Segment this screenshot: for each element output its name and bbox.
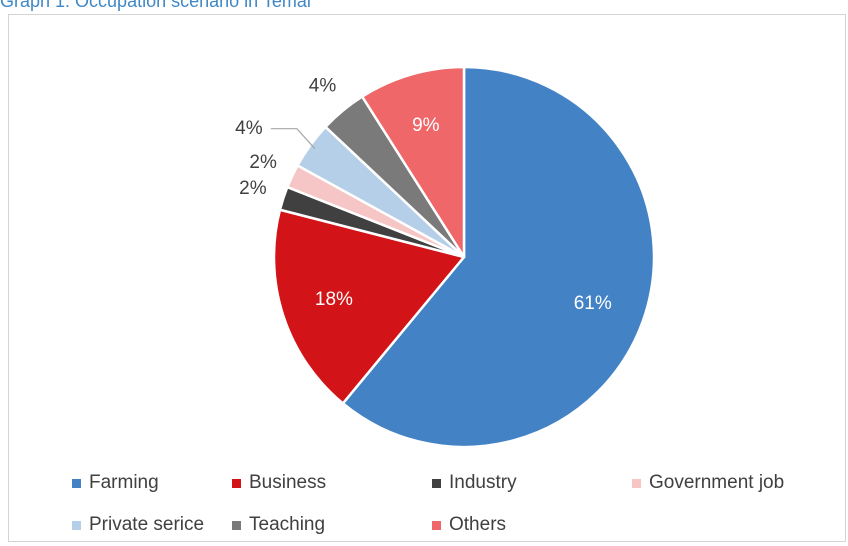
legend-label-private-serice: Private serice (89, 514, 205, 535)
legend-label-others: Others (449, 514, 507, 535)
legend-swatch-teaching (232, 520, 241, 530)
legend-item-business: Business (232, 472, 432, 494)
legend-label-farming: Farming (89, 472, 159, 493)
legend-swatch-government-job (632, 478, 641, 488)
leader-line-private-serice (270, 128, 316, 150)
legend-label-government-job: Government job (649, 472, 785, 493)
data-label-others: 9% (412, 115, 440, 136)
data-label-teaching: 4% (309, 75, 337, 96)
legend-item-teaching: Teaching (232, 514, 432, 536)
legend-label-business: Business (249, 472, 327, 493)
data-label-industry: 2% (239, 178, 267, 199)
legend-item-others: Others (432, 514, 506, 536)
legend-row-2: Private serice Teaching Others (72, 504, 832, 546)
pie-slice-business (272, 208, 466, 405)
legend-row-1: Farming Business Industry Government job (72, 462, 832, 504)
data-label-farming: 61% (574, 293, 612, 314)
chart-legend: Farming Business Industry Government job… (72, 462, 832, 546)
legend-label-industry: Industry (449, 472, 517, 493)
legend-item-industry: Industry (432, 472, 632, 494)
legend-swatch-business (232, 478, 241, 488)
pie-slice-farming (341, 65, 656, 449)
data-label-business: 18% (315, 289, 353, 310)
pie-slice-others (360, 65, 466, 259)
legend-item-private-serice: Private serice (72, 514, 232, 536)
chart-caption: Graph 1: Occupation scenario in Temal (0, 0, 311, 11)
data-label-government-job: 2% (249, 152, 277, 173)
legend-label-teaching: Teaching (249, 514, 326, 535)
legend-item-farming: Farming (72, 472, 232, 494)
legend-swatch-private-serice (72, 520, 81, 530)
legend-swatch-others (432, 520, 441, 530)
legend-swatch-farming (72, 478, 81, 488)
legend-swatch-industry (432, 478, 441, 488)
chart-frame (8, 14, 846, 542)
legend-item-government-job: Government job (632, 472, 784, 494)
data-label-private-serice: 4% (235, 118, 263, 139)
